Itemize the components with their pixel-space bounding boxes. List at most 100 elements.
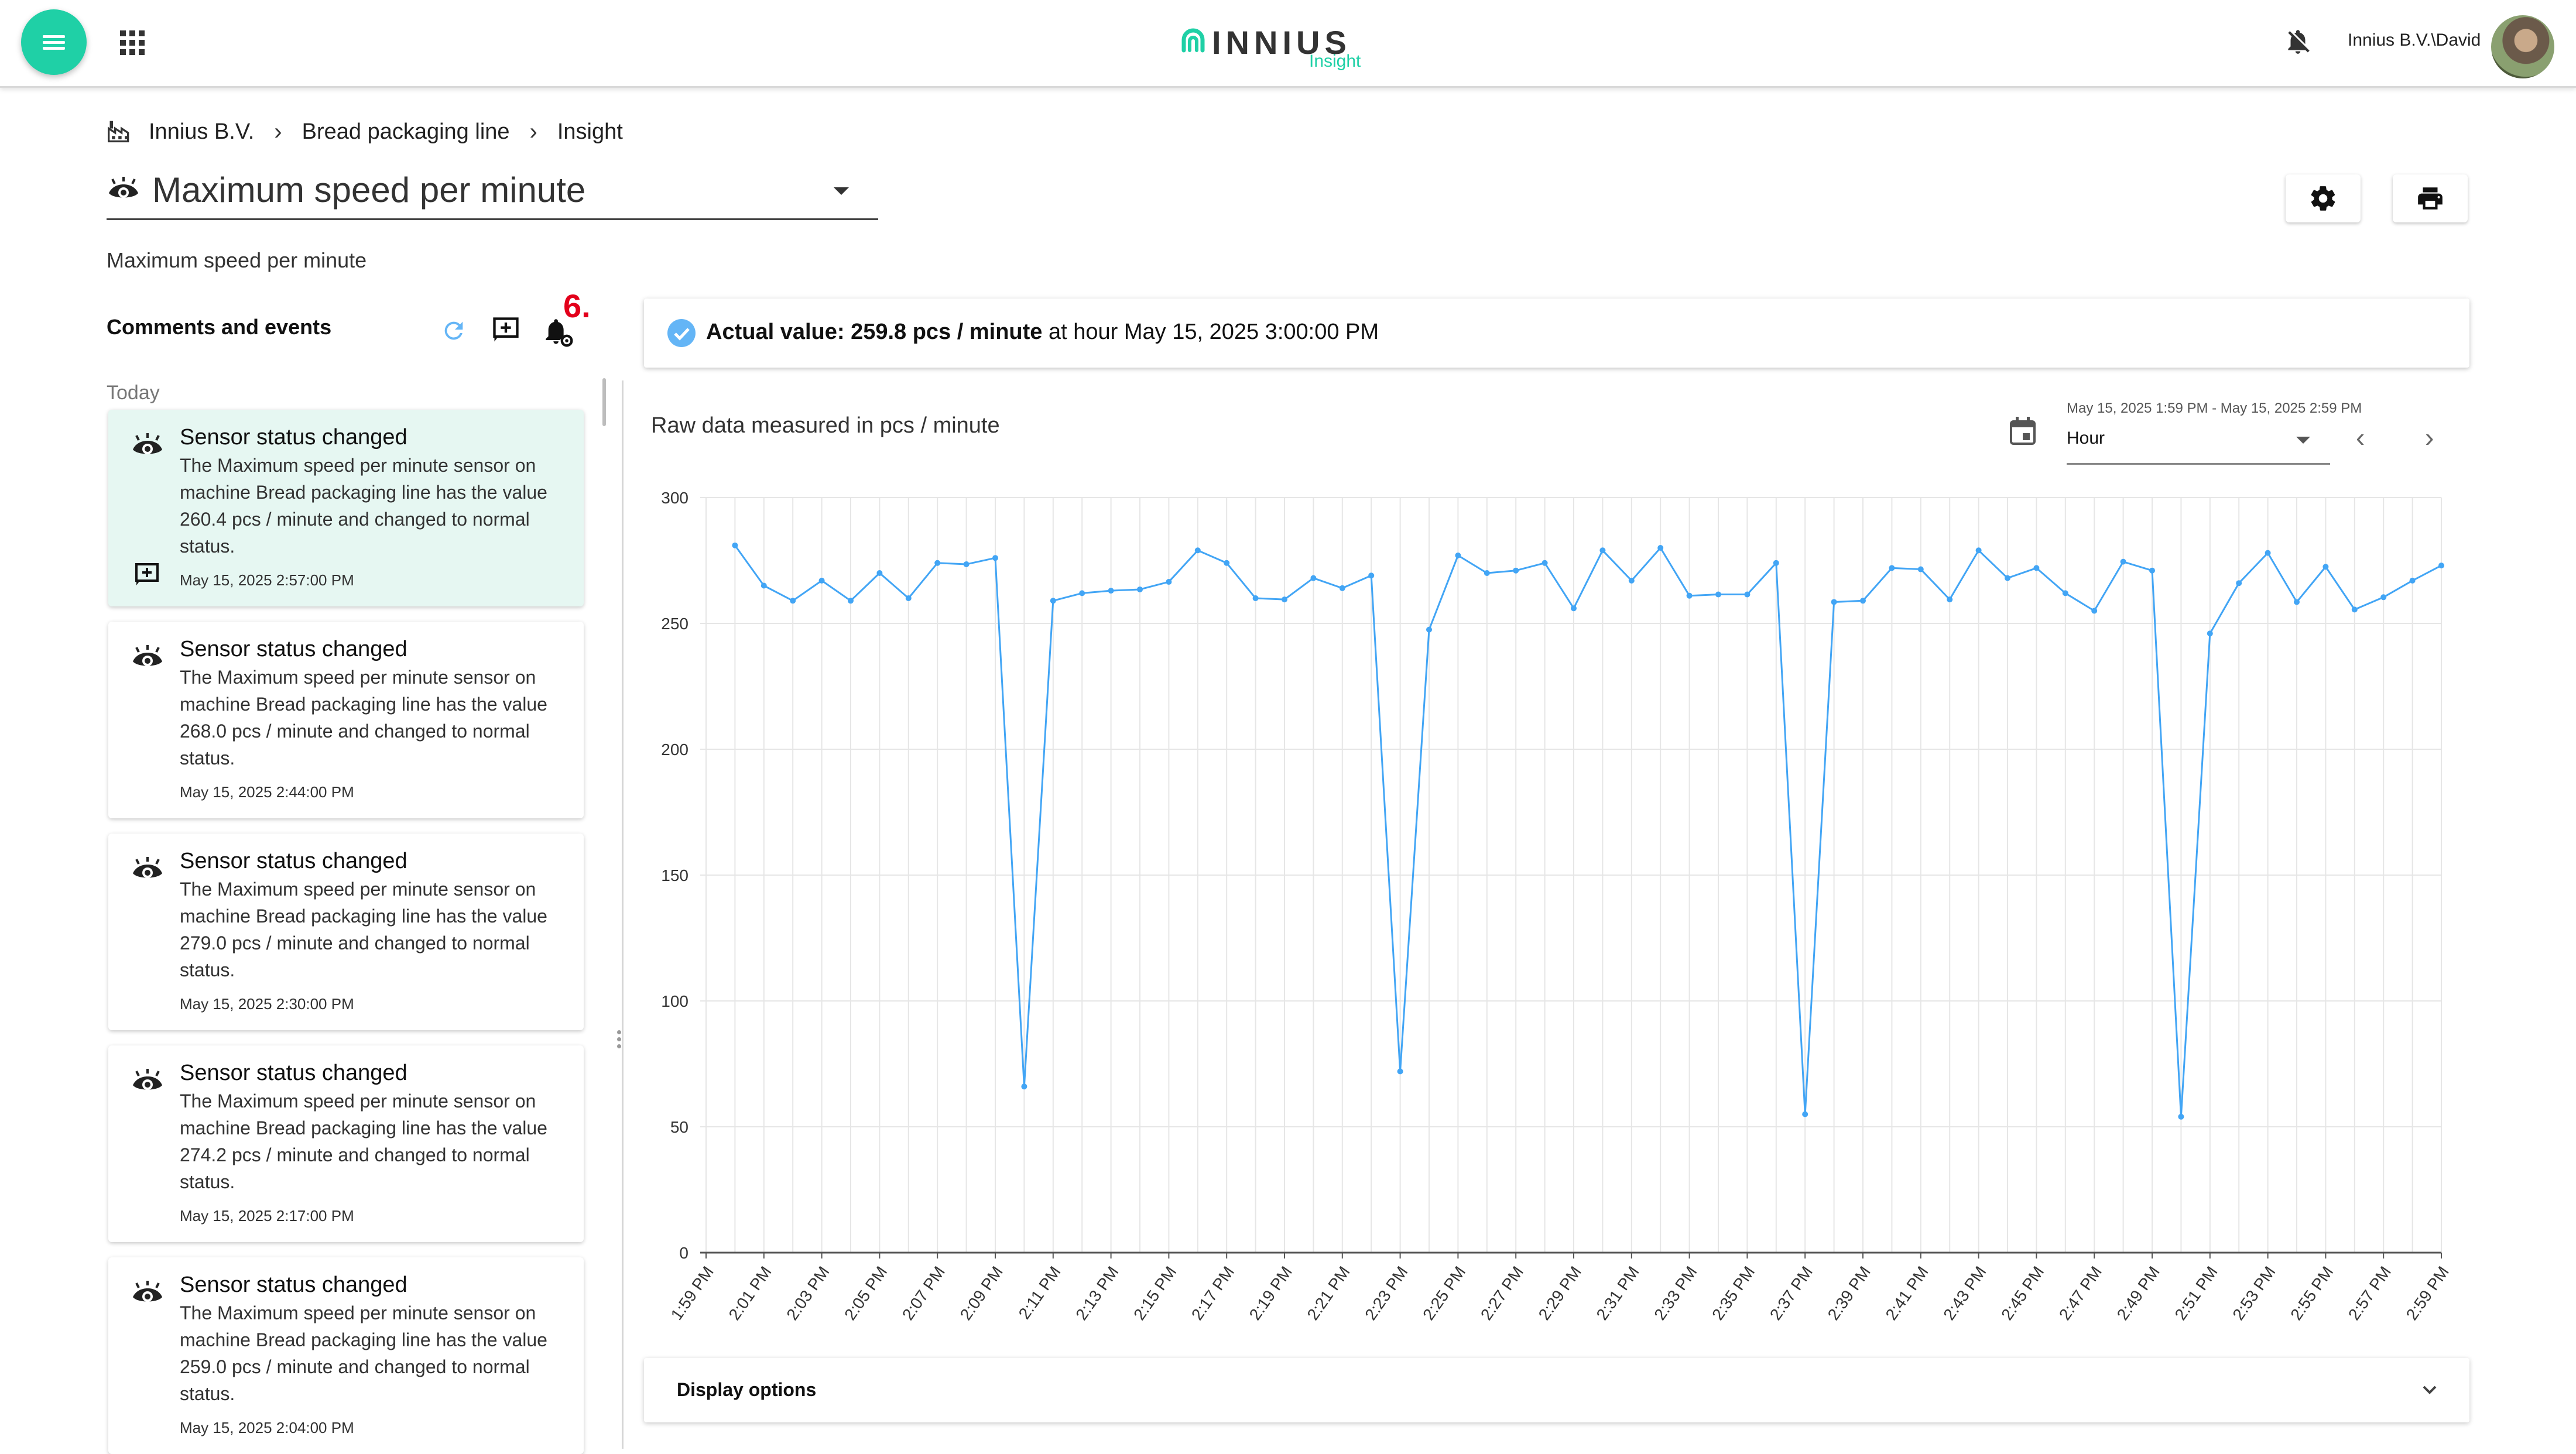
chevron-right-icon: › (529, 118, 537, 145)
top-bar: INNIUS Insight Innius B.V.\David (0, 0, 2576, 88)
add-comment-icon[interactable] (132, 561, 162, 589)
y-tick-label: 250 (661, 615, 688, 633)
sensor-eye-icon (109, 177, 138, 198)
x-tick-label: 2:35 PM (1708, 1263, 1758, 1323)
data-point (1571, 605, 1577, 612)
comments-title: Comments and events (107, 315, 332, 339)
x-tick-label: 2:05 PM (841, 1263, 890, 1323)
chevron-left-icon[interactable]: ‹ (2356, 422, 2365, 452)
data-point (1310, 575, 1317, 581)
add-comment-icon[interactable] (491, 315, 521, 345)
x-tick-label: 2:23 PM (1361, 1263, 1411, 1323)
event-title: Sensor status changed (180, 1061, 407, 1085)
data-point (2351, 606, 2358, 613)
gear-icon (2311, 186, 2335, 211)
event-description: The Maximum speed per minute sensor on m… (180, 667, 547, 769)
period-select-value: Hour (2067, 428, 2105, 448)
display-options-panel[interactable]: Display options (644, 1358, 2469, 1422)
event-title: Sensor status changed (180, 849, 407, 873)
data-point (1542, 560, 1548, 566)
user-name[interactable]: Innius B.V.\David (2348, 30, 2481, 50)
data-point (818, 577, 825, 584)
x-tick-label: 2:09 PM (957, 1263, 1006, 1323)
event-card[interactable]: Sensor status changed The Maximum speed p… (108, 622, 584, 818)
data-point (1137, 586, 1143, 592)
sensor-eye-icon (133, 433, 162, 454)
data-point (1686, 592, 1693, 599)
data-point (876, 570, 883, 576)
grid-apps-icon[interactable] (120, 30, 145, 55)
settings-button[interactable] (2286, 174, 2361, 222)
print-button[interactable] (2393, 174, 2468, 222)
data-point (761, 582, 767, 589)
breadcrumb-item-company[interactable]: Innius B.V. (149, 119, 255, 144)
data-point (2236, 580, 2242, 587)
bell-off-icon[interactable] (2283, 27, 2313, 56)
data-point (1657, 545, 1664, 551)
factory-icon (108, 121, 129, 143)
data-point (905, 595, 912, 601)
calendar-icon[interactable] (2010, 417, 2036, 445)
data-point (2149, 567, 2155, 574)
event-card[interactable]: Sensor status changed The Maximum speed p… (108, 1045, 584, 1242)
hamburger-icon[interactable] (21, 9, 87, 75)
x-tick-label: 2:27 PM (1477, 1263, 1527, 1323)
x-tick-label: 1:59 PM (667, 1263, 717, 1323)
data-point (2294, 599, 2300, 605)
chevron-right-icon[interactable]: › (2425, 422, 2434, 452)
x-tick-label: 2:15 PM (1130, 1263, 1180, 1323)
refresh-icon[interactable] (440, 317, 467, 344)
breadcrumb-item-machine[interactable]: Bread packaging line (302, 119, 510, 144)
data-point (1889, 565, 1895, 571)
x-tick-label: 2:25 PM (1419, 1263, 1469, 1323)
avatar[interactable] (2491, 15, 2554, 78)
sensor-eye-icon (133, 857, 162, 878)
data-point (1947, 596, 1953, 603)
data-point (1252, 595, 1259, 601)
resize-handle[interactable] (617, 1030, 622, 1054)
event-card[interactable]: Sensor status changed The Maximum speed p… (108, 410, 584, 606)
x-tick-label: 2:47 PM (2056, 1263, 2105, 1323)
data-point (1224, 560, 1230, 566)
event-description: The Maximum speed per minute sensor on m… (180, 1302, 547, 1404)
data-point (1802, 1111, 1808, 1117)
data-point (2409, 577, 2416, 584)
chevron-down-icon (2423, 1386, 2437, 1394)
y-tick-label: 150 (661, 866, 688, 884)
date-range-label: May 15, 2025 1:59 PM - May 15, 2025 2:59… (2067, 400, 2362, 416)
page-subtitle: Maximum speed per minute (107, 248, 367, 272)
period-select[interactable]: Hour (2067, 423, 2330, 465)
x-tick-label: 2:29 PM (1535, 1263, 1585, 1323)
data-point (1108, 588, 1114, 594)
data-point (1917, 566, 1924, 572)
y-tick-label: 50 (670, 1118, 688, 1136)
x-tick-label: 2:45 PM (1998, 1263, 2047, 1323)
series-line (734, 544, 2442, 1118)
data-point (1339, 585, 1345, 591)
sensor-eye-icon (133, 1069, 162, 1090)
data-point (2207, 630, 2213, 637)
sensor-eye-icon (133, 1281, 162, 1302)
data-point (1975, 547, 1982, 554)
data-point (1397, 1068, 1403, 1075)
event-time: May 15, 2025 2:44:00 PM (180, 783, 354, 801)
event-card[interactable]: Sensor status changed The Maximum speed p… (108, 1257, 584, 1454)
chevron-right-icon: › (274, 118, 282, 145)
event-title: Sensor status changed (180, 1273, 407, 1297)
sensor-eye-icon (133, 645, 162, 666)
event-card[interactable]: Sensor status changed The Maximum speed p… (108, 834, 584, 1030)
data-point (1831, 599, 1837, 605)
bell-settings-icon[interactable] (543, 317, 574, 348)
scrollbar-thumb[interactable] (602, 378, 606, 426)
data-point (790, 598, 796, 604)
data-point (1194, 547, 1201, 554)
panel-divider (622, 380, 624, 1449)
x-tick-label: 2:59 PM (2403, 1263, 2452, 1323)
sensor-select[interactable]: Maximum speed per minute (107, 164, 878, 220)
x-tick-label: 2:43 PM (1940, 1263, 1989, 1323)
data-point (1455, 552, 1461, 558)
logo-mark-icon (1181, 28, 1205, 53)
data-point (2380, 594, 2387, 601)
data-point (963, 561, 970, 567)
x-tick-label: 2:55 PM (2287, 1263, 2337, 1323)
